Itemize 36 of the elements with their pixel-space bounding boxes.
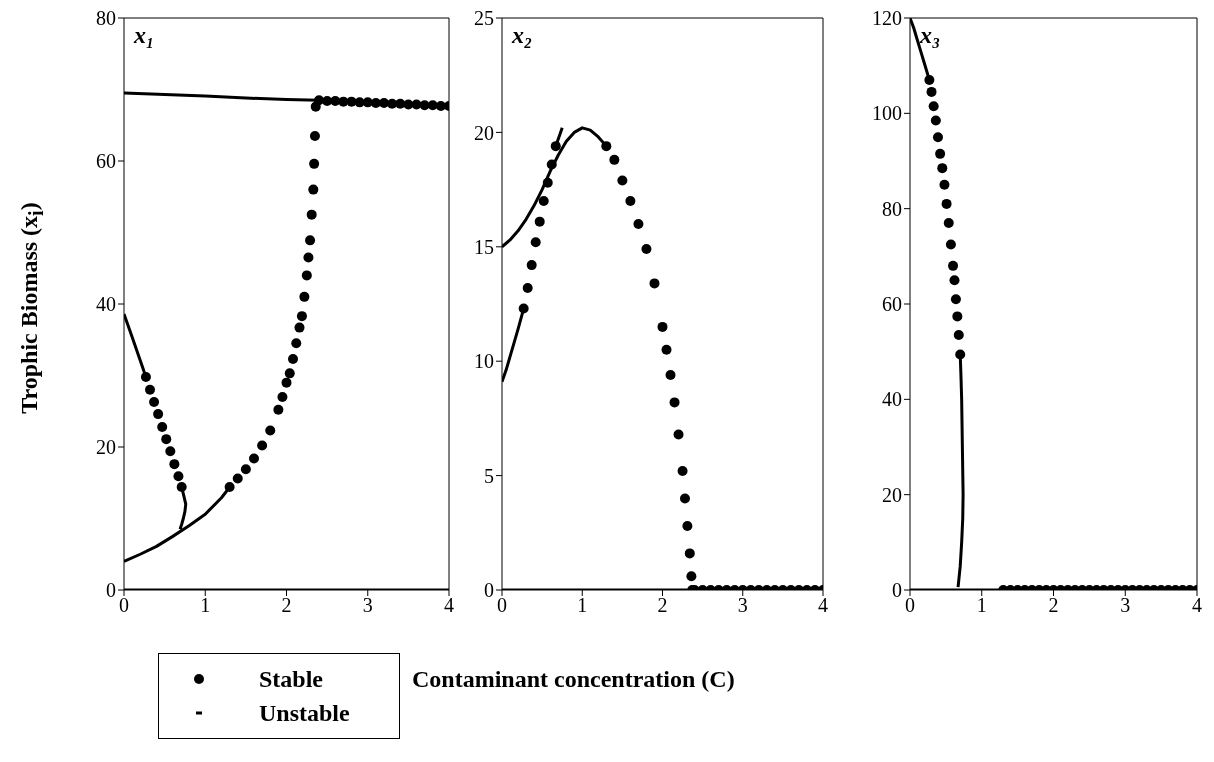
y-tick-label: 10 — [474, 350, 494, 373]
x-tick-label: 4 — [1192, 594, 1202, 617]
x-tick-label: 3 — [737, 594, 748, 617]
chart-title: x₁ — [134, 22, 155, 49]
y-tick-label: 5 — [484, 464, 494, 487]
x-tick-label: 4 — [444, 594, 454, 617]
y-tick-label: 100 — [872, 102, 902, 125]
y-tick-label: 15 — [474, 235, 494, 258]
y-tick-label: 120 — [872, 7, 902, 30]
legend-label: Stable — [259, 665, 324, 693]
y-tick-label: 60 — [882, 293, 902, 316]
x-axis-title: Contaminant concentration (C) — [412, 666, 735, 693]
x-tick-label: 3 — [362, 594, 373, 617]
x-tick-label: 1 — [200, 594, 211, 617]
y-tick-label: 80 — [96, 7, 116, 30]
y-tick-label: 20 — [882, 483, 902, 506]
y-tick-label: 25 — [474, 7, 494, 30]
x-tick-label: 2 — [1048, 594, 1059, 617]
x-tick-label: 3 — [1120, 594, 1131, 617]
y-tick-label: 40 — [96, 293, 116, 316]
x-tick-label: 1 — [577, 594, 588, 617]
y-tick-label: 80 — [882, 197, 902, 220]
y-tick-label: 40 — [882, 388, 902, 411]
legend-label: Unstable — [259, 699, 350, 727]
y-tick-label: 0 — [484, 579, 494, 602]
x-tick-label: 4 — [818, 594, 828, 617]
y-tick-label: 0 — [892, 579, 902, 602]
x-tick-label: 1 — [976, 594, 987, 617]
chart-title: x₂ — [512, 22, 533, 49]
y-tick-label: 0 — [106, 579, 116, 602]
chart-title: x₃ — [920, 22, 941, 49]
x-tick-label: 2 — [657, 594, 668, 617]
y-tick-label: 20 — [96, 436, 116, 459]
y-tick-label: 20 — [474, 121, 494, 144]
y-tick-label: 60 — [96, 150, 116, 173]
x-tick-label: 2 — [281, 594, 292, 617]
